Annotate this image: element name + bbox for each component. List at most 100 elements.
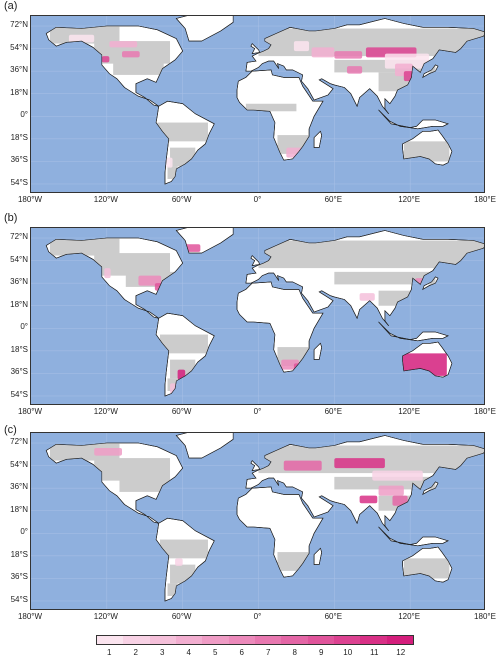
vegetation-area bbox=[245, 103, 297, 112]
map-panel-b: (b) 72°N 54°N 36°N 18°N 0° 18°S 36°S 54°S 180°W 1… bbox=[0, 212, 500, 424]
coastline bbox=[245, 435, 484, 531]
vegetation-area bbox=[113, 59, 164, 75]
coastline bbox=[250, 43, 261, 54]
highlight-area bbox=[101, 56, 110, 63]
colorbar-tick-label: 3 bbox=[160, 648, 165, 657]
highlight-area bbox=[401, 353, 447, 376]
coastline bbox=[245, 18, 484, 114]
lon-tick-label: 180°W bbox=[17, 195, 43, 204]
coastline bbox=[378, 321, 449, 342]
lat-tick-label: 54°N bbox=[10, 459, 28, 469]
colorbar-cell bbox=[360, 636, 387, 644]
lon-tick-label: 180°W bbox=[17, 407, 43, 416]
lon-tick-label: 60°E bbox=[324, 407, 343, 416]
coastline bbox=[155, 517, 215, 602]
coastline bbox=[45, 25, 184, 107]
map-panel-c: (c) 72°N 54°N 36°N 18°N 0° 18°S 36°S 54°S 180°W 1… bbox=[0, 424, 500, 636]
vegetation-area bbox=[403, 558, 450, 579]
colorbar-tick-label: 12 bbox=[396, 648, 406, 657]
lat-tick-label: 0° bbox=[20, 322, 28, 332]
map-svg bbox=[31, 16, 484, 192]
lon-tick-label: 120°E bbox=[398, 195, 421, 204]
land-overlay bbox=[49, 443, 484, 596]
lat-tick-label: 36°N bbox=[10, 277, 28, 287]
coastline bbox=[175, 433, 234, 459]
highlight-area bbox=[346, 66, 363, 74]
lat-tick-label: 54°N bbox=[10, 254, 28, 264]
highlight-area bbox=[334, 51, 363, 59]
lon-tick-label: 180°E bbox=[474, 195, 496, 204]
vegetation-area bbox=[167, 583, 178, 596]
highlight-area bbox=[122, 51, 140, 58]
coastline bbox=[422, 64, 439, 79]
highlight-area bbox=[182, 244, 201, 252]
vegetation-area bbox=[277, 552, 310, 571]
highlight-area bbox=[293, 363, 302, 370]
lon-tick-label: 120°W bbox=[93, 612, 118, 621]
colorbar-cell bbox=[149, 636, 176, 644]
vegetation-area bbox=[157, 122, 208, 142]
coastline bbox=[155, 312, 215, 397]
lat-tick-label: 18°S bbox=[10, 549, 28, 559]
vegetation-area bbox=[170, 147, 196, 167]
lat-tick-label: 36°S bbox=[10, 367, 28, 377]
coastline bbox=[402, 129, 453, 166]
coastline bbox=[45, 442, 184, 524]
colorbar-cell bbox=[228, 636, 255, 644]
highlight-area bbox=[175, 558, 183, 566]
lat-tick-label: 54°S bbox=[10, 594, 28, 604]
vegetation-area bbox=[170, 564, 196, 584]
coastline bbox=[236, 281, 324, 373]
colorbar-cell bbox=[254, 636, 282, 644]
highlight-area bbox=[359, 293, 375, 301]
colorbar-tick-label: 6 bbox=[239, 648, 244, 657]
vegetation-area bbox=[258, 240, 484, 269]
coastline bbox=[236, 69, 324, 161]
colorbar-tick-label: 11 bbox=[370, 648, 379, 657]
coastline bbox=[378, 526, 449, 547]
vegetation-area bbox=[49, 443, 120, 461]
colorbar-tick-label: 9 bbox=[319, 648, 324, 657]
lon-tick-label: 60°W bbox=[171, 612, 192, 621]
vegetation-area bbox=[378, 290, 417, 306]
lat-tick-label: 54°S bbox=[10, 389, 28, 399]
vegetation-area bbox=[119, 476, 171, 492]
colorbar-tick-label: 5 bbox=[213, 648, 218, 657]
coastline bbox=[155, 100, 215, 185]
lat-tick-label: 36°S bbox=[10, 572, 28, 582]
vegetation-area bbox=[167, 166, 178, 179]
lat-tick-label: 18°S bbox=[10, 344, 28, 354]
world-map-a bbox=[30, 15, 485, 193]
coastline bbox=[402, 546, 453, 583]
highlight-area bbox=[68, 34, 95, 43]
vegetation-area bbox=[94, 458, 171, 481]
coastline bbox=[45, 237, 184, 319]
lon-tick-label: 60°W bbox=[171, 195, 192, 204]
colorbar-tick-label: 10 bbox=[343, 648, 353, 657]
vegetation-area bbox=[94, 253, 171, 276]
lat-tick-label: 18°N bbox=[10, 87, 28, 97]
lon-tick-label: 0° bbox=[253, 407, 262, 416]
lon-tick-label: 180°E bbox=[474, 612, 496, 621]
coastline bbox=[175, 228, 234, 254]
colorbar bbox=[96, 635, 414, 645]
lat-tick-label: 18°N bbox=[10, 504, 28, 514]
vegetation-area bbox=[49, 238, 120, 256]
lat-tick-label: 36°N bbox=[10, 482, 28, 492]
highlight-area bbox=[166, 157, 173, 168]
highlight-area bbox=[372, 470, 423, 481]
coastline bbox=[313, 130, 323, 148]
lat-tick-label: 54°N bbox=[10, 42, 28, 52]
highlight-area bbox=[154, 283, 165, 291]
lon-tick-label: 60°E bbox=[324, 195, 343, 204]
highlight-area bbox=[109, 41, 138, 48]
map-svg bbox=[31, 433, 484, 609]
world-map-b bbox=[30, 227, 485, 405]
lat-tick-label: 72°N bbox=[10, 437, 28, 447]
lat-tick-label: 18°N bbox=[10, 299, 28, 309]
land-indonesia bbox=[378, 109, 449, 130]
lon-tick-label: 180°W bbox=[17, 612, 43, 621]
panel-label-b: (b) bbox=[4, 212, 18, 224]
highlight-area bbox=[378, 485, 404, 496]
lon-tick-label: 60°W bbox=[171, 407, 192, 416]
